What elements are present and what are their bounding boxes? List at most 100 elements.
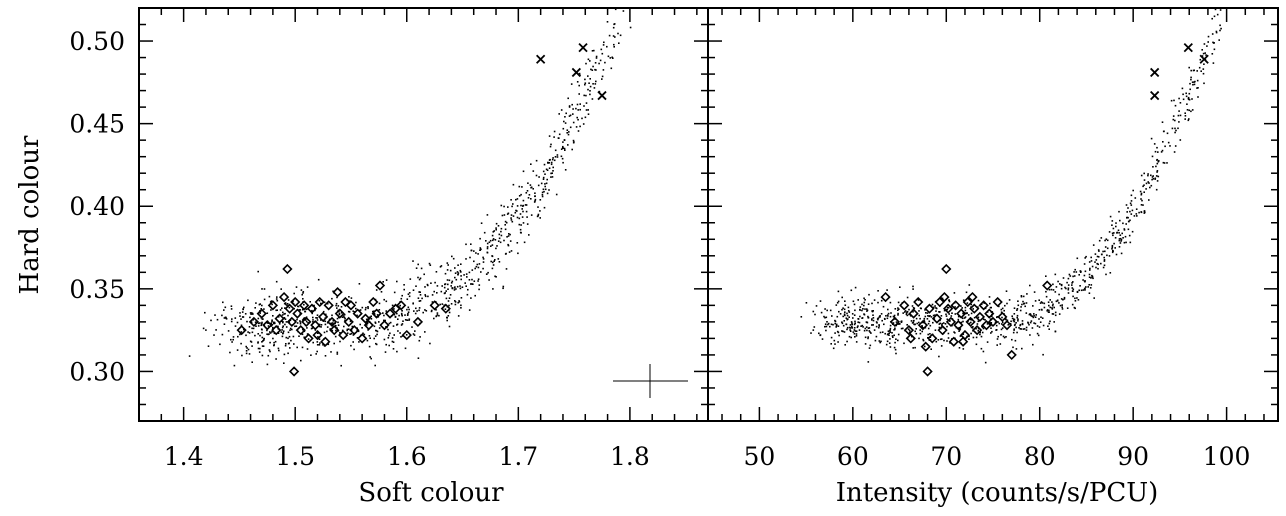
background-point [306, 327, 308, 329]
background-point [930, 316, 933, 318]
background-point [578, 84, 580, 87]
background-point [277, 347, 280, 350]
background-point [530, 163, 532, 165]
background-point [1002, 335, 1005, 338]
background-point [344, 317, 346, 320]
background-point [420, 267, 423, 270]
background-point [912, 321, 915, 324]
background-point [1155, 175, 1158, 177]
background-point [204, 311, 206, 314]
background-point [479, 247, 482, 249]
background-point [266, 329, 268, 332]
background-point [282, 330, 285, 332]
background-point [921, 325, 923, 327]
background-point [1118, 246, 1121, 248]
background-point [1134, 197, 1137, 199]
background-point [475, 252, 477, 254]
background-point [529, 184, 532, 186]
background-point [405, 334, 408, 336]
background-point [572, 121, 575, 124]
background-point [1063, 296, 1066, 299]
background-point [866, 329, 868, 332]
diamond-point [295, 325, 306, 336]
background-point [504, 228, 507, 231]
background-point [444, 308, 447, 310]
background-point [929, 333, 931, 335]
background-point [401, 294, 403, 297]
background-point [392, 325, 395, 327]
background-point [491, 244, 494, 246]
background-point [1152, 178, 1155, 180]
background-point [873, 329, 876, 331]
background-point [864, 336, 867, 339]
background-point [505, 221, 508, 224]
background-point [897, 307, 899, 309]
background-point [472, 283, 474, 285]
background-point [1031, 315, 1033, 317]
background-point [1123, 229, 1126, 231]
background-point [1196, 79, 1199, 82]
diamond-point [363, 320, 374, 331]
background-point [834, 332, 836, 334]
background-point [824, 325, 826, 328]
background-point [831, 315, 833, 317]
background-point [251, 345, 253, 347]
background-point [1043, 306, 1046, 309]
background-point [964, 309, 967, 312]
background-point [1130, 194, 1133, 197]
background-point [557, 137, 560, 139]
background-point [494, 239, 497, 241]
background-point [224, 306, 227, 309]
background-point [1033, 315, 1035, 317]
background-point [1126, 211, 1128, 213]
background-point [500, 204, 503, 207]
background-point [316, 344, 319, 346]
background-point [376, 333, 378, 336]
background-point [418, 309, 420, 312]
background-point [968, 284, 971, 286]
background-point [940, 315, 943, 317]
background-point [1132, 189, 1134, 192]
background-point [857, 299, 859, 301]
background-point [1082, 289, 1085, 291]
background-point [851, 322, 853, 324]
background-point [501, 214, 504, 217]
background-point [448, 311, 451, 314]
background-point [915, 328, 917, 330]
background-point [295, 286, 298, 288]
background-point [1190, 110, 1192, 113]
background-point [1059, 283, 1061, 285]
background-point [234, 325, 237, 327]
background-point [593, 87, 596, 89]
background-point [857, 325, 859, 327]
background-point [430, 282, 432, 284]
background-point [1058, 293, 1060, 296]
background-point [1048, 328, 1050, 330]
background-point [288, 335, 291, 338]
background-point [516, 210, 518, 212]
background-point [334, 335, 337, 338]
background-point [1018, 327, 1020, 329]
diamond-point [903, 325, 915, 336]
background-point [1054, 314, 1057, 317]
background-point [1074, 268, 1076, 271]
background-point [842, 315, 844, 318]
background-point [1098, 239, 1101, 242]
background-point [271, 324, 273, 326]
background-point [895, 321, 898, 323]
background-point [417, 297, 420, 299]
background-point [537, 213, 540, 216]
background-point [861, 303, 863, 306]
background-point [385, 310, 388, 312]
background-point [450, 303, 453, 305]
background-point [946, 340, 948, 342]
background-point [1076, 257, 1079, 260]
background-point [250, 313, 252, 315]
background-point [1143, 191, 1145, 193]
background-point [1039, 321, 1042, 323]
background-point [301, 333, 304, 336]
background-point [881, 331, 884, 333]
background-point [344, 319, 346, 322]
background-point [1127, 228, 1130, 231]
background-point [542, 170, 545, 173]
